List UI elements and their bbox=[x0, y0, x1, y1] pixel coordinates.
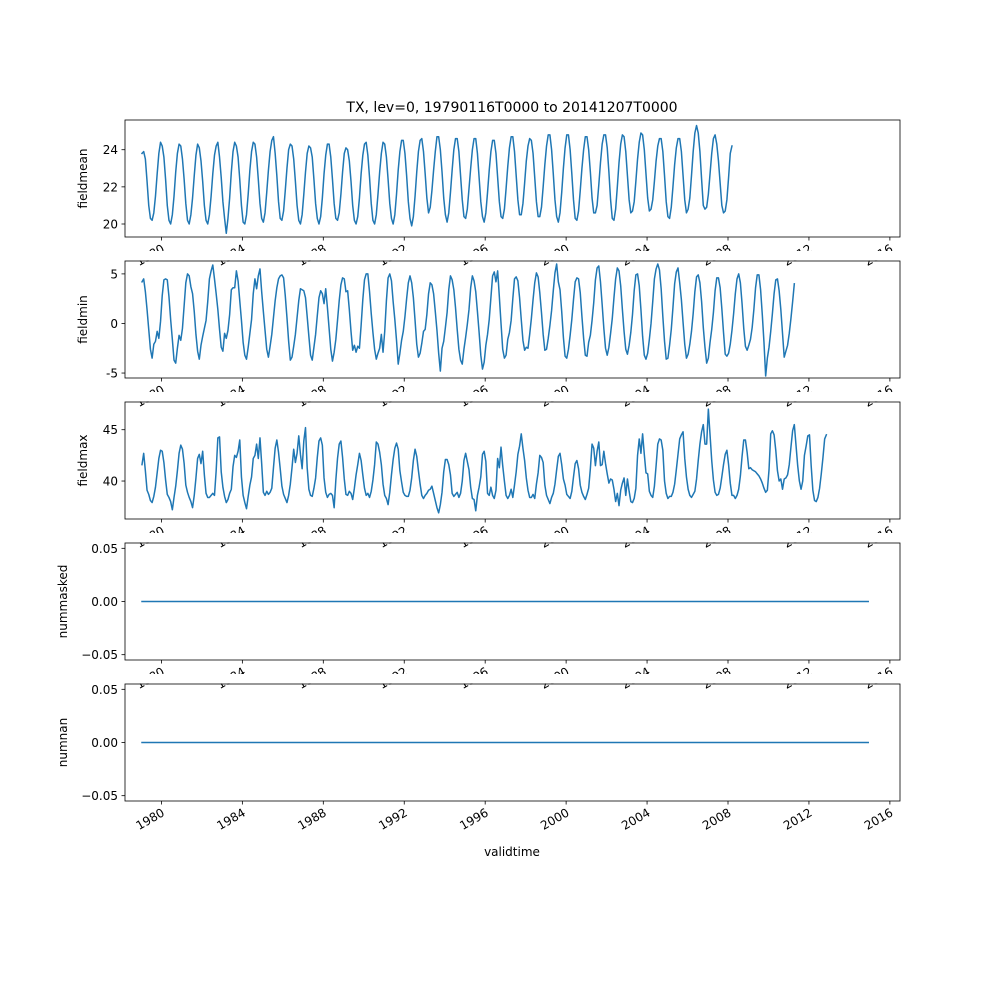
y-tick-label: 40 bbox=[103, 475, 118, 489]
series-line-fieldmin bbox=[140, 263, 796, 377]
y-tick-label: −0.05 bbox=[81, 789, 118, 803]
axes-frame bbox=[124, 401, 901, 520]
y-tick-label: 0.05 bbox=[91, 683, 118, 697]
x-axis-label: validtime bbox=[484, 845, 540, 859]
y-axis-label: fieldmax bbox=[76, 434, 90, 486]
y-tick-label: 0.00 bbox=[91, 595, 118, 609]
y-tick-label: 24 bbox=[103, 143, 118, 157]
label-clip-band bbox=[65, 392, 920, 402]
axes-frame bbox=[124, 260, 901, 379]
label-clip-band bbox=[65, 251, 920, 261]
y-tick-label: 0.00 bbox=[91, 736, 118, 750]
y-axis-label: nummasked bbox=[56, 565, 70, 639]
label-clip-band bbox=[65, 533, 920, 543]
series-line-fieldmean bbox=[140, 124, 733, 235]
label-clip-band bbox=[65, 674, 920, 684]
y-tick-label: 45 bbox=[103, 423, 118, 437]
figure-title: TX, lev=0, 19790116T0000 to 20141207T000… bbox=[345, 100, 677, 116]
y-tick-label: -5 bbox=[106, 367, 118, 381]
axes-frame bbox=[124, 119, 901, 238]
y-tick-label: 0.05 bbox=[91, 542, 118, 556]
y-tick-label: 5 bbox=[110, 267, 118, 281]
y-axis-label: fieldmean bbox=[76, 149, 90, 209]
y-axis-label: numnan bbox=[56, 718, 70, 767]
series-line-fieldmax bbox=[141, 408, 828, 514]
y-tick-label: −0.05 bbox=[81, 648, 118, 662]
y-tick-label: 0 bbox=[110, 317, 118, 331]
y-tick-label: 20 bbox=[103, 218, 118, 232]
y-axis-label: fieldmin bbox=[76, 295, 90, 344]
y-tick-label: 22 bbox=[103, 180, 118, 194]
